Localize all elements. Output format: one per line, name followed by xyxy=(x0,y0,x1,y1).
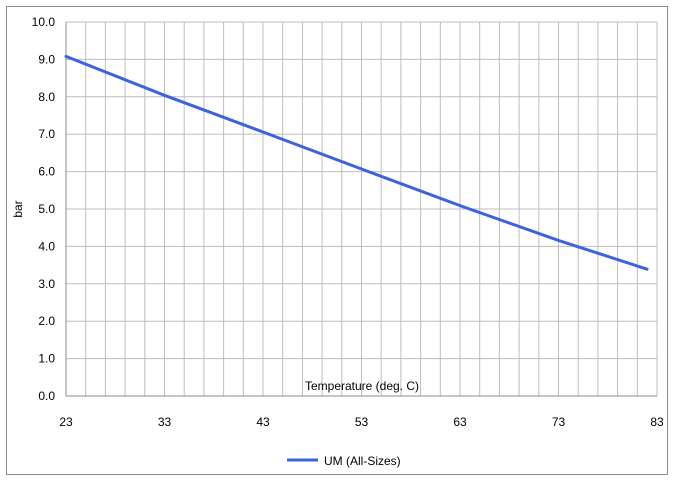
y-axis-label: bar xyxy=(11,200,25,217)
y-tick-label: 5.0 xyxy=(38,202,55,216)
series-lines xyxy=(64,54,649,271)
x-tick-label: 43 xyxy=(256,415,270,429)
axes xyxy=(65,22,657,397)
x-axis-label: Temperature (deg. C) xyxy=(305,379,419,393)
x-tick-label: 33 xyxy=(158,415,172,429)
x-tick-label: 63 xyxy=(453,415,467,429)
y-tick-label: 6.0 xyxy=(38,165,55,179)
y-tick-label: 1.0 xyxy=(38,352,55,366)
y-tick-label: 9.0 xyxy=(38,52,55,66)
series-line xyxy=(64,54,649,271)
tick-labels: 0.0 1.0 2.0 3.0 4.0 5.0 6.0 7.0 8.0 9.0 10.0 23 33 43… xyxy=(32,15,664,429)
x-tick-label: 83 xyxy=(650,415,664,429)
y-tick-label: 4.0 xyxy=(38,239,55,253)
chart-frame xyxy=(6,6,668,475)
x-tick-label: 23 xyxy=(59,415,73,429)
x-tick-label: 53 xyxy=(355,415,369,429)
y-tick-label: 2.0 xyxy=(38,314,55,328)
y-tick-label: 8.0 xyxy=(38,90,55,104)
y-tick-label: 7.0 xyxy=(38,127,55,141)
x-tick-label: 73 xyxy=(552,415,566,429)
legend[interactable]: UM (All-Sizes) xyxy=(287,454,401,468)
y-tick-label: 0.0 xyxy=(38,389,55,403)
legend-label: UM (All-Sizes) xyxy=(324,454,401,468)
y-tick-label: 3.0 xyxy=(38,277,55,291)
y-tick-label: 10.0 xyxy=(32,15,56,29)
